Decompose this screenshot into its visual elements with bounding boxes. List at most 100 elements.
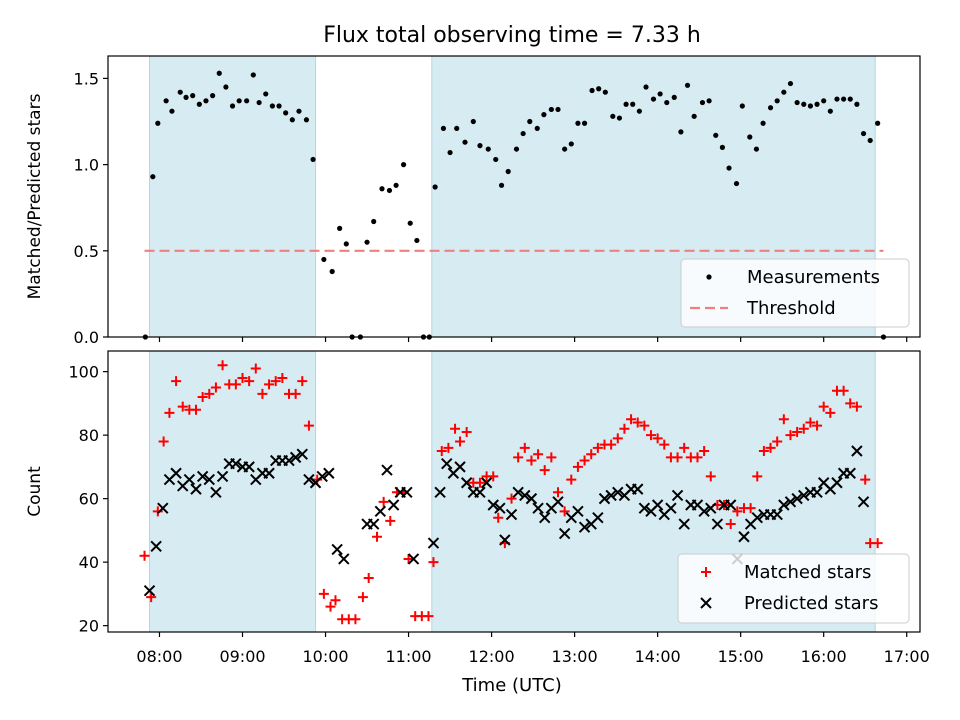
matched-star-point [539, 465, 550, 476]
predicted-star-point [367, 518, 380, 530]
predicted-star-point [844, 467, 856, 479]
matched-star-point [812, 420, 823, 431]
measurement-point [183, 94, 189, 100]
measurement-point [283, 110, 289, 116]
measurement-point [781, 89, 787, 95]
matched-star-point [290, 388, 301, 399]
measurement-point [841, 96, 847, 102]
matched-star-point [303, 420, 314, 431]
matched-star-point [297, 376, 308, 387]
matched-star-point [428, 557, 439, 568]
predicted-star-point [525, 492, 538, 505]
measurement-point [513, 146, 520, 152]
predicted-star-point [296, 448, 308, 460]
legend-label: Matched stars [744, 562, 871, 583]
predicted-star-point [243, 461, 255, 473]
measurement-point [462, 139, 468, 145]
predicted-star-point [851, 445, 863, 457]
measurement-point [534, 125, 540, 132]
measurement-point [787, 80, 794, 87]
series-predicted-stars [143, 445, 870, 597]
measurement-point [794, 99, 800, 106]
y-axis-label: Count [25, 466, 45, 517]
measurement-point [210, 93, 216, 99]
measurement-point [364, 239, 370, 245]
measurement-point [801, 101, 807, 107]
measurement-point [541, 112, 547, 118]
measurement-point [289, 117, 295, 123]
matched-star-point [645, 430, 656, 441]
matched-star-point [139, 550, 150, 561]
matched-star-point [312, 474, 323, 485]
matched-star-point [533, 449, 544, 460]
predicted-star-point [519, 489, 531, 502]
legend: Matched stars Predicted stars [677, 553, 910, 624]
matched-star-point [403, 553, 414, 564]
matched-star-point [851, 401, 862, 412]
measurement-point [760, 120, 766, 126]
legend-label: Predicted stars [744, 593, 878, 614]
y-tick-label: 0.5 [74, 242, 99, 261]
predicted-star-point [183, 473, 196, 486]
predicted-star-point [572, 505, 584, 518]
measurement-point [196, 101, 202, 107]
matched-star-point [838, 385, 849, 396]
predicted-star-point [751, 511, 763, 524]
matched-star-point [423, 611, 434, 622]
predicted-star-point [203, 473, 215, 486]
measurement-point [854, 101, 860, 107]
matched-star-point [493, 512, 504, 523]
x-tick-label: 08:00 [136, 647, 182, 666]
plot-frame [107, 55, 921, 338]
measurement-point [575, 120, 581, 126]
matched-star-point [257, 388, 268, 399]
matched-star-point [546, 452, 557, 463]
measurement-point [636, 108, 642, 114]
predicted-star-point [283, 454, 295, 467]
predicted-star-point [784, 496, 797, 508]
matched-star-point [632, 417, 643, 428]
predicted-star-point [143, 585, 156, 597]
matched-star-point [586, 449, 597, 460]
predicted-star-point [387, 499, 400, 511]
predicted-star-point [724, 499, 737, 511]
matched-star-point [778, 414, 789, 425]
y-tick-label: 20 [79, 617, 99, 636]
predicted-star-point [407, 553, 420, 565]
measurement-point [520, 130, 526, 137]
matched-star-point [378, 496, 389, 507]
measurement-point [630, 101, 636, 107]
measurement-point [834, 96, 840, 102]
matched-star-point [679, 442, 690, 453]
measurement-point [706, 98, 712, 104]
matched-star-point [626, 414, 637, 425]
predicted-star-point [532, 502, 544, 514]
predicted-star-point [230, 458, 242, 470]
matched-star-point [506, 493, 517, 504]
measurement-point [379, 186, 385, 192]
predicted-star-point [381, 464, 393, 476]
series-measurements [142, 70, 887, 340]
matched-star-point [845, 398, 856, 409]
measurement-point [860, 130, 867, 137]
measurement-point [616, 115, 623, 121]
measurement-point [493, 156, 499, 163]
matched-star-point [705, 471, 716, 482]
measurement-point [407, 220, 413, 226]
predicted-star-point [698, 505, 710, 518]
matched-star-point [197, 392, 208, 403]
legend-box [680, 258, 910, 328]
observing-interval-0 [149, 55, 317, 338]
measurement-point [414, 237, 420, 244]
measurement-point [650, 96, 657, 102]
measurement-point [747, 134, 753, 140]
measurement-point [169, 108, 175, 114]
matched-star-point [385, 515, 396, 526]
y-tick-label: 0.0 [74, 328, 99, 347]
y-tick-label: 1.5 [74, 69, 99, 88]
matched-star-point [519, 442, 530, 453]
measurement-point [203, 98, 209, 104]
predicted-star-point [678, 518, 690, 530]
predicted-star-point [331, 543, 343, 556]
